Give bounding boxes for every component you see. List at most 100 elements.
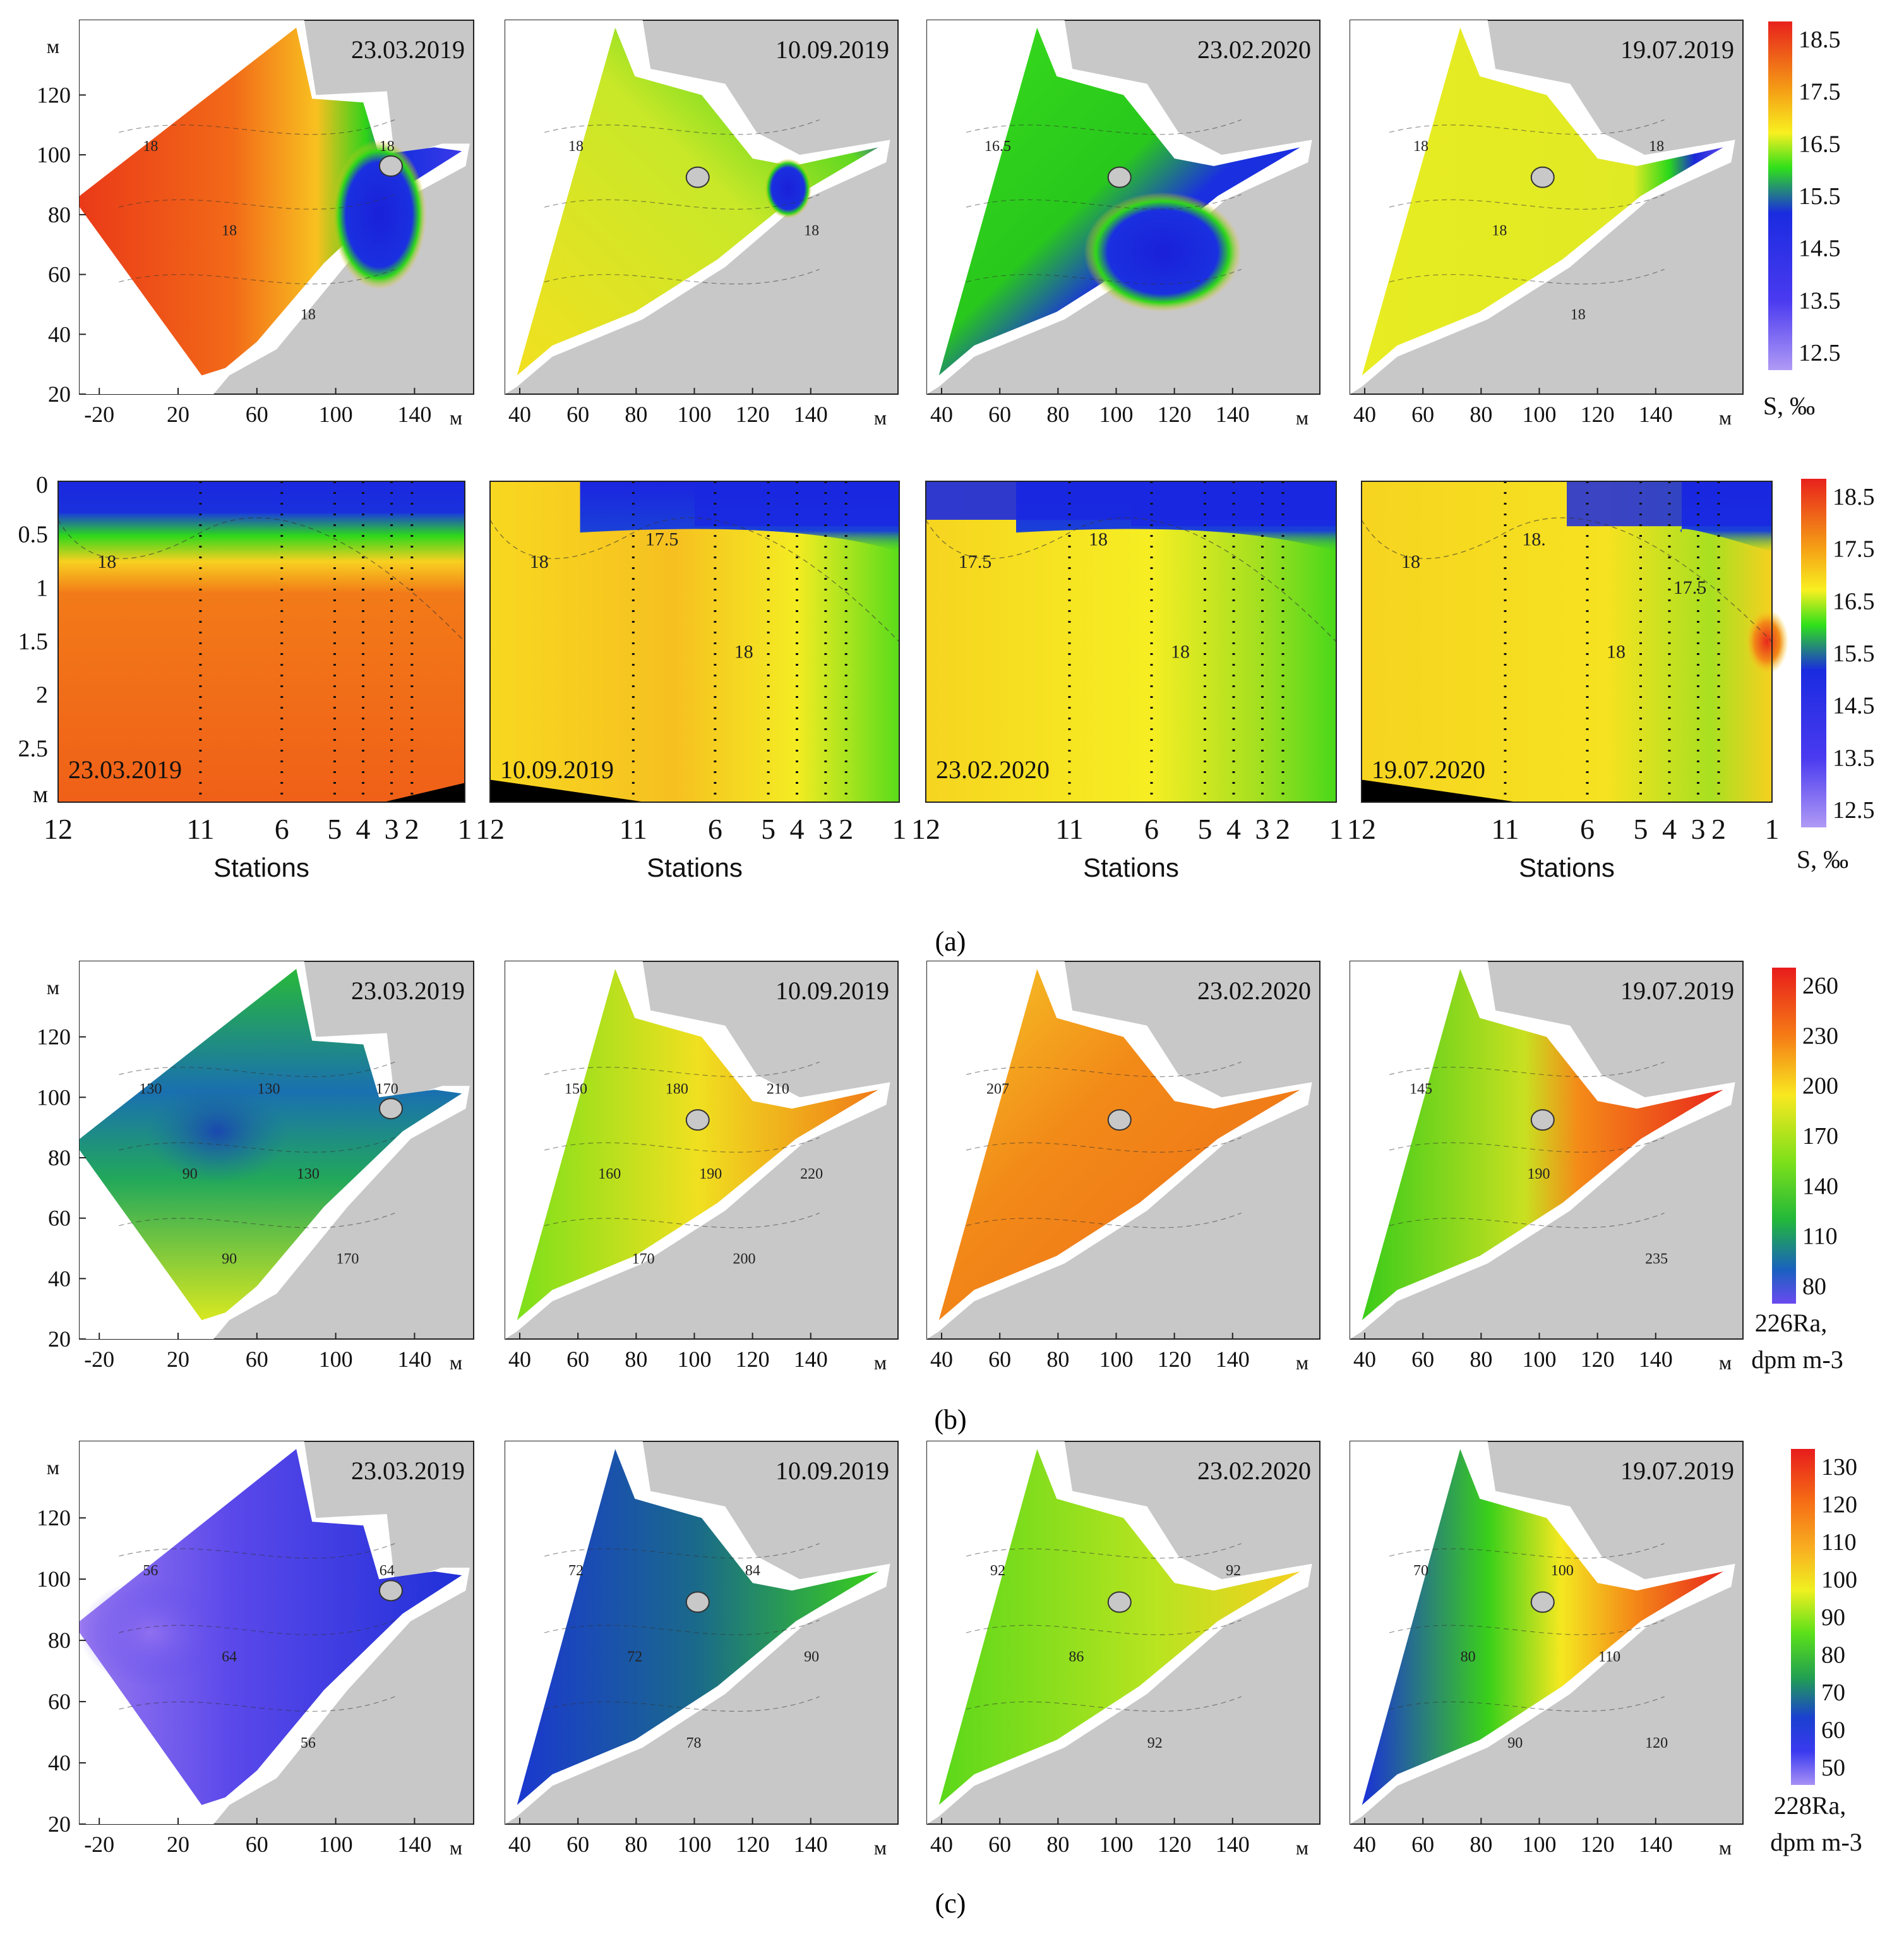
x-tick-label: 60 xyxy=(988,1832,1011,1857)
x-tick-label: 100 xyxy=(677,402,711,427)
colorbar-tick-label: 100 xyxy=(1821,1567,1857,1594)
contour-line xyxy=(1389,268,1665,285)
colorbar-tick-label: 13.5 xyxy=(1799,287,1841,314)
section-field xyxy=(1362,481,1772,802)
contour-label: 18 xyxy=(1413,138,1428,155)
surface-fresh-band xyxy=(926,481,1336,520)
map-panel-a-map-3: 16.5 23.02.2020 40 60 80 100 120 140 м xyxy=(926,20,1320,429)
label-c: (c) xyxy=(935,1888,966,1919)
heatmap-field xyxy=(517,1449,878,1805)
isohaline-line xyxy=(1361,517,1773,642)
contour-line xyxy=(119,1213,395,1228)
label-b: (b) xyxy=(934,1404,966,1435)
x-tick-label: 60 xyxy=(566,1832,589,1857)
station-label: 4 xyxy=(1226,813,1241,845)
x-tick-label: 80 xyxy=(1046,1347,1069,1372)
contour-line xyxy=(544,1061,820,1078)
colorbar-tick-label: 60 xyxy=(1821,1717,1845,1744)
station-label: 2 xyxy=(1276,813,1290,845)
station-label: 1 xyxy=(1765,813,1780,845)
x-tick-label: 80 xyxy=(1470,1347,1492,1372)
x-tick-label: 40 xyxy=(508,402,531,427)
station-label: 11 xyxy=(1491,813,1519,845)
y-tick-label: 40 xyxy=(48,1266,71,1291)
isohaline-line xyxy=(925,517,1337,642)
heatmap-field xyxy=(517,27,878,376)
contour-label: 92 xyxy=(1147,1735,1163,1751)
contour-label: 90 xyxy=(804,1649,819,1665)
colorbar-tick-label: 15.5 xyxy=(1833,640,1875,667)
low-activity-core xyxy=(80,1579,222,1686)
contour-label: 80 xyxy=(1461,1649,1476,1665)
station-label: 5 xyxy=(1198,813,1212,845)
heatmap-field xyxy=(80,27,462,376)
contour-line xyxy=(1389,1213,1665,1228)
contour-label: 18 xyxy=(1649,138,1664,155)
colorbar-tick-label: 70 xyxy=(1821,1679,1845,1706)
x-tick-label: 100 xyxy=(677,1347,711,1372)
station-label: 5 xyxy=(327,813,342,845)
isohaline-label: 17.5 xyxy=(959,551,992,572)
contour-label: 207 xyxy=(986,1081,1009,1097)
x-tick-label: -20 xyxy=(84,402,114,427)
station-label: 12 xyxy=(1347,813,1376,845)
map-panel-c-map-4: 70 80 90 100 110 120 19.07.2019 40 60 80 100 120 140… xyxy=(1350,1441,1744,1859)
x-tick-label: 140 xyxy=(1639,402,1673,427)
x-unit-label: м xyxy=(1719,1836,1732,1859)
x-unit-label: м xyxy=(450,1836,462,1859)
section-panel-4: 18 18. 18 17.5 19.07.2020 12 11 6 5 4 3 2 1 Stations xyxy=(1347,481,1788,882)
contour-label: 170 xyxy=(376,1081,398,1097)
station-label: 4 xyxy=(790,813,805,845)
x-tick-label: 100 xyxy=(319,1832,353,1857)
isohaline-line xyxy=(489,517,900,642)
contour-label: 64 xyxy=(380,1563,395,1579)
contour-line xyxy=(966,1543,1242,1559)
map-panel-c-map-2: 72 72 78 84 90 10.09.2019 40 60 80 100 120 140 м xyxy=(505,1441,899,1859)
section-frame xyxy=(925,481,1337,803)
contour-label: 100 xyxy=(1551,1563,1574,1579)
station-label: 3 xyxy=(1255,813,1270,845)
contour-line xyxy=(544,1137,820,1153)
contour-line xyxy=(119,1696,395,1712)
x-tick-label: 140 xyxy=(794,1347,828,1372)
contour-label: 72 xyxy=(568,1563,584,1579)
contour-label: 160 xyxy=(598,1166,621,1182)
x-tick-label: 100 xyxy=(1522,402,1556,427)
contour-line xyxy=(966,1061,1242,1078)
contour-label: 18 xyxy=(804,222,819,239)
y-unit-label: м xyxy=(47,1456,59,1479)
x-tick-label: 80 xyxy=(625,1832,647,1857)
depth-tick-label: 1 xyxy=(36,575,48,601)
colorbar-title-bottom: dpm m-3 xyxy=(1770,1828,1862,1856)
section-frame xyxy=(57,481,465,803)
island-shape xyxy=(685,1591,710,1613)
colorbar-ra226-3: 260 230 200 170 140 110 80 226Ra, dpm m-3 xyxy=(1751,968,1843,1374)
x-tick-label: 100 xyxy=(1522,1347,1556,1372)
x-unit-label: м xyxy=(1296,1836,1308,1859)
island-shape xyxy=(1530,166,1555,188)
y-tick-label: 20 xyxy=(48,381,71,407)
x-tick-label: 140 xyxy=(1216,1347,1250,1372)
seabed-profile xyxy=(490,779,646,802)
contour-label: 130 xyxy=(139,1081,162,1097)
x-tick-label: 60 xyxy=(566,402,589,427)
station-label: 11 xyxy=(620,813,647,845)
x-tick-label: 140 xyxy=(397,402,431,427)
y-tick-label: 60 xyxy=(48,1206,71,1231)
contour-label: 145 xyxy=(1410,1081,1432,1097)
island-shape xyxy=(378,155,403,177)
contour-line xyxy=(544,1543,820,1559)
contour-line xyxy=(1389,1543,1665,1559)
station-label: 6 xyxy=(1144,813,1159,845)
x-tick-label: 80 xyxy=(1046,1832,1069,1857)
island-shape xyxy=(1530,1591,1555,1613)
contour-line xyxy=(1389,1137,1665,1153)
x-tick-label: 140 xyxy=(1639,1832,1673,1857)
colorbar-tick-label: 14.5 xyxy=(1833,693,1875,719)
depth-tick-label: 1.5 xyxy=(18,628,49,655)
contour-label: 18 xyxy=(222,222,237,239)
low-activity-core xyxy=(147,1078,289,1184)
isohaline-label: 18 xyxy=(1171,641,1190,662)
colorbar-tick-label: 110 xyxy=(1802,1223,1838,1250)
